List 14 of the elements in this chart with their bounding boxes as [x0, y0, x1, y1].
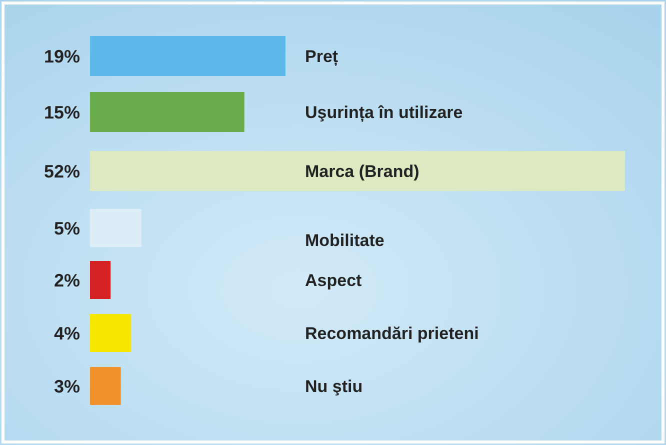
data-label: 3% [54, 376, 80, 396]
y-tick-label: Mobilitate [305, 230, 384, 250]
data-label: 5% [54, 218, 80, 238]
y-tick-label: Nu ştiu [305, 376, 363, 396]
data-label: 15% [44, 102, 80, 122]
y-tick-label: Marca (Brand) [305, 162, 420, 181]
data-label: 2% [54, 270, 80, 290]
y-tick-label: Uşurința în utilizare [305, 102, 463, 122]
data-label: 52% [44, 161, 80, 182]
data-label: 19% [44, 46, 80, 66]
y-tick-label: Aspect [305, 270, 362, 290]
y-tick-label: Recomandări prieteni [305, 324, 479, 343]
y-tick-label: Preț [305, 46, 338, 66]
data-label: 4% [54, 323, 80, 344]
